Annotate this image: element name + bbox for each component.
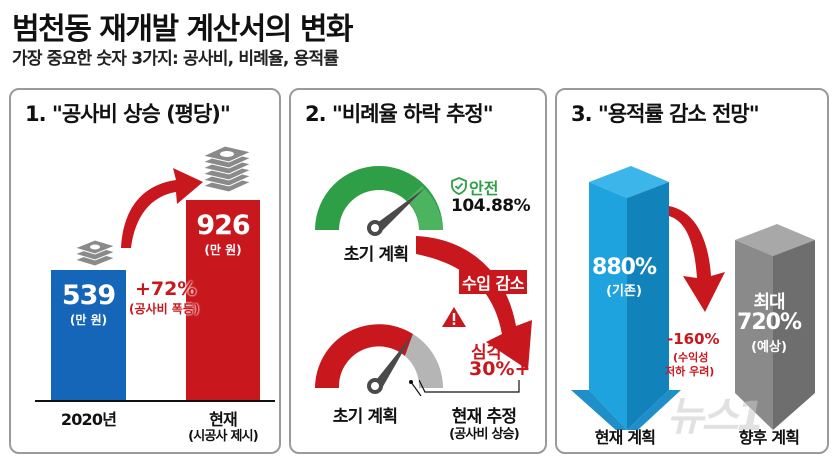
bar-label-2020: 2020년: [60, 410, 117, 429]
far-change-value: -160%: [667, 330, 720, 348]
watermark: 뉴스1: [667, 394, 764, 440]
money-stack-small-icon: [73, 239, 117, 267]
gauge-bottom-label-left: 초기 계획: [332, 407, 398, 427]
arrow-label: 수입 감소: [459, 270, 527, 294]
shield-check-icon: [451, 177, 467, 195]
change-note: (공사비 폭등): [129, 302, 200, 316]
bar-3d-future: [735, 224, 815, 430]
panel-title: 3. "용적률 감소 전망": [571, 102, 760, 126]
money-stack-large-icon: [201, 145, 253, 193]
bar-value: 539: [61, 280, 116, 311]
decrease-arrow-icon: [416, 236, 532, 370]
bar-2020: 539 (만 원): [51, 270, 126, 400]
bar-value-current: 880%: [592, 255, 657, 280]
page-title: 범천동 재개발 계산서의 변화: [12, 12, 354, 47]
gauge-bottom-sublabel: (공사비 상승): [449, 427, 520, 442]
bar-current: 926 (만 원): [186, 200, 260, 400]
bar-label-future: 향후 계획: [738, 428, 800, 447]
x-axis-line: [35, 400, 275, 402]
bar-unit: (만 원): [69, 313, 108, 327]
ratio-drop-value: 30%+: [469, 358, 531, 380]
ratio-initial-value: 104.88%: [451, 196, 531, 216]
bar-prefix-future: 최대: [753, 292, 785, 313]
panel-ratio: 2. "비례율 하락 추정" 안전 104.88% 초기 계획 수입 감소 심각: [289, 88, 547, 454]
gauge-critical: [315, 324, 443, 396]
bar-3d-current: [571, 166, 681, 430]
bar-label-current: 현재 계획: [594, 428, 656, 447]
gauge-bottom-label-right: 현재 추정: [451, 407, 517, 427]
increase-arrow-icon: [121, 168, 203, 248]
far-change-note-1: (수익성: [673, 351, 709, 364]
page-subtitle: 가장 중요한 숫자 3가지: 공사비, 비례율, 용적률: [12, 49, 339, 69]
decrease-arrow-icon: [669, 206, 725, 312]
change-percent: +72%: [135, 278, 197, 300]
bar-unit: (만 원): [204, 243, 242, 257]
gauge-top-label: 초기 계획: [343, 245, 409, 265]
gauge-safe: [315, 166, 443, 236]
warning-icon: [442, 307, 466, 327]
panel-construction-cost: 1. "공사비 상승 (평당)" 539 (만 원) 926 (만 원) +72…: [9, 88, 281, 454]
status-critical: 심각: [471, 343, 503, 363]
callout-line: [419, 380, 520, 393]
bar-label-current: 현재: [209, 410, 238, 429]
bar-sublabel-current: (시공사 제시): [188, 429, 259, 444]
bar-unit-current: (기존): [606, 284, 642, 299]
panel-title: 2. "비례율 하락 추정": [305, 102, 494, 126]
bar-unit-future: (예상): [751, 340, 787, 355]
bar-value-future: 720%: [737, 310, 802, 335]
status-safe: 안전: [469, 179, 499, 198]
panel-floor-area-ratio: 3. "용적률 감소 전망" 880% (기존) 최대 720% (예상) -1…: [555, 88, 829, 454]
panel-title: 1. "공사비 상승 (평당)": [25, 102, 231, 126]
far-change-note-2: 저하 우려): [665, 365, 715, 378]
bar-value: 926: [196, 210, 250, 241]
